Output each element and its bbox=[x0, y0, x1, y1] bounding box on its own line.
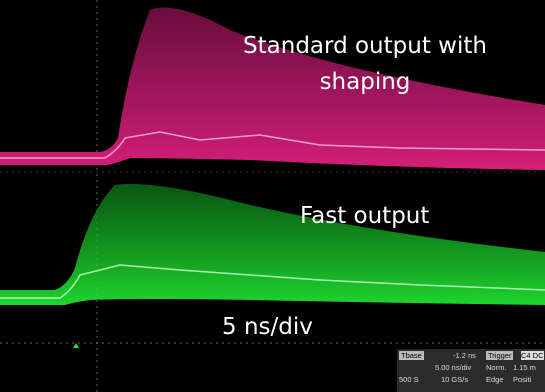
panel-value: 10 GS/s bbox=[441, 375, 468, 384]
panel-value: -1.2 ns bbox=[453, 351, 476, 360]
timebase-label: 5 ns/div bbox=[222, 314, 313, 340]
scope-screen: Standard output with shaping Fast output… bbox=[0, 0, 545, 392]
panel-header: Trigger bbox=[486, 351, 513, 360]
label-line: Standard output with bbox=[200, 28, 530, 64]
panel-header: Tbase bbox=[399, 351, 424, 360]
panel-value: 5.00 ns/div bbox=[435, 363, 471, 372]
trigger-marker bbox=[73, 343, 79, 348]
panel-value: Edge bbox=[486, 375, 504, 384]
panel-value: 1.15 m bbox=[513, 363, 536, 372]
label-line: shaping bbox=[200, 64, 530, 100]
panel-value: Positi bbox=[513, 375, 531, 384]
panel-value: C4 DC bbox=[521, 351, 544, 360]
info-panel: Tbase -1.2 ns 5.00 ns/div 500 S 10 GS/s … bbox=[397, 349, 545, 392]
panel-value: 500 S bbox=[399, 375, 419, 384]
standard-label: Standard output with shaping bbox=[200, 28, 530, 100]
panel-value: Norm. bbox=[486, 363, 506, 372]
fast-label: Fast output bbox=[300, 203, 429, 229]
